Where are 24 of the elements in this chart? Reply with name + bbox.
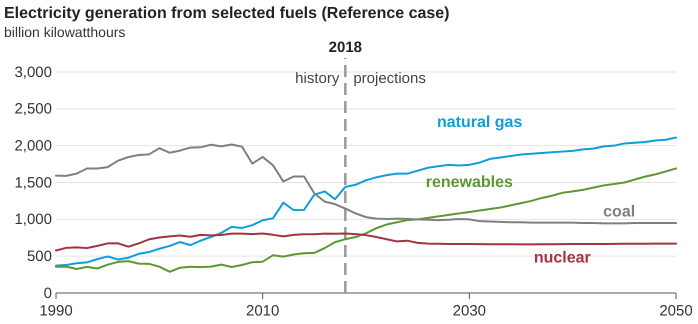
series-label: natural gas <box>436 114 522 131</box>
y-tick-label: 500 <box>26 248 52 265</box>
chart-subtitle: billion kilowatthours <box>4 24 126 40</box>
series-label: nuclear <box>534 249 591 266</box>
annotation: history <box>295 70 340 87</box>
x-tick-label: 2050 <box>659 302 693 320</box>
y-tick-label: 2,500 <box>14 100 52 118</box>
series-label: renewables <box>426 174 514 192</box>
line-series <box>55 143 677 224</box>
line-series <box>55 232 677 252</box>
series-label: coal <box>603 204 636 221</box>
annotation: projections <box>353 70 426 87</box>
chart-title: Electricity generation from selected fuels (Reference case) <box>4 5 450 22</box>
y-tick-label: 3,000 <box>14 64 52 81</box>
x-tick-label: 2030 <box>452 302 486 320</box>
y-tick-label: 1,500 <box>14 174 52 192</box>
y-tick-label: 2,000 <box>14 137 52 154</box>
ref-line-label: 2018 <box>328 39 362 56</box>
line-series <box>55 168 677 273</box>
x-tick-label: 2010 <box>246 302 280 320</box>
y-tick-label: 1,000 <box>14 211 52 228</box>
x-tick-label: 1990 <box>39 302 73 320</box>
y-tick-label: 0 <box>44 284 52 302</box>
line-series <box>55 136 677 267</box>
